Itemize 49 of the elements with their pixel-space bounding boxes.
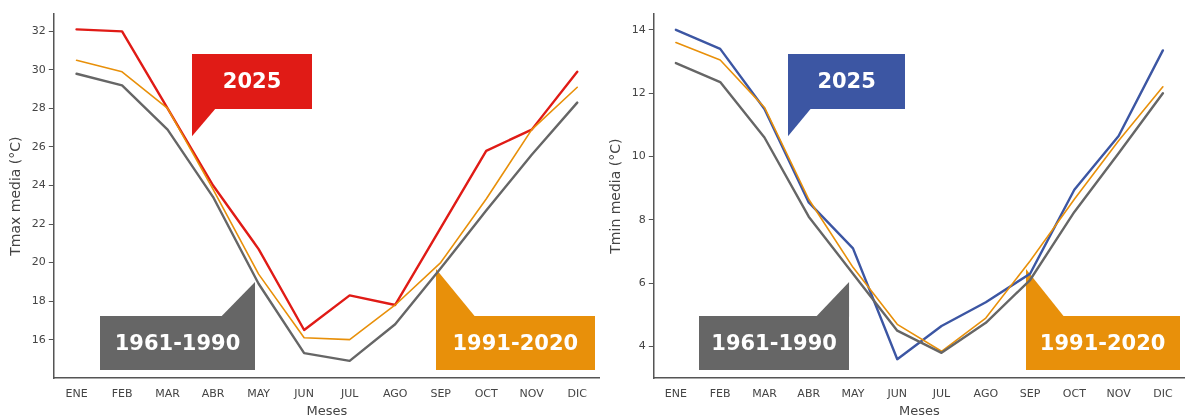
y-tick-label: 16 [31,332,46,346]
y-tick-label: 18 [31,293,46,307]
x-tick-label: SEP [430,386,452,400]
x-tick-label: OCT [474,386,499,400]
y-tick-label: 8 [638,212,646,226]
y-tick-label: 30 [31,62,46,76]
x-tick-label: DIC [567,386,588,400]
y-tick-label: 22 [31,216,46,230]
x-tick-label: ABR [797,386,821,400]
y-tick-label: 10 [631,149,646,163]
x-tick-label: FEB [111,386,133,400]
x-tick-label: OCT [1062,386,1087,400]
y-tick-label: 12 [631,86,646,100]
x-axis-title: Meses [899,402,940,418]
y-tick-label: 14 [631,22,646,36]
x-tick-label: MAR [155,386,181,400]
x-tick-label: AGO [973,386,999,400]
x-tick-label: JUL [931,386,952,400]
y-tick-label: 32 [31,24,46,38]
x-axis-title: Meses [306,402,348,418]
legend-label: 1961-1990 [711,331,837,356]
x-tick-label: NOV [1106,386,1132,400]
x-tick-label: ENE [65,386,88,400]
y-axis-title: Tmax media (°C) [7,136,24,257]
x-tick-label: MAY [247,386,271,400]
y-axis-title: Tmin media (°C) [607,138,624,255]
x-tick-label: JUL [339,386,360,400]
x-tick-label: JUN [886,386,908,400]
legend-label: 1991-2020 [1039,331,1166,356]
y-tick-label: 20 [31,255,46,269]
legend-label: 1991-2020 [452,331,579,356]
y-tick-label: 4 [638,339,646,353]
x-tick-label: MAY [841,386,865,400]
y-tick-label: 24 [31,178,46,192]
x-tick-label: AGO [382,386,408,400]
x-tick-label: SEP [1019,386,1041,400]
x-tick-label: JUN [293,386,314,400]
text: 2025 [222,69,282,94]
x-tick-label: ENE [664,386,688,400]
y-tick-label: 26 [31,139,46,153]
x-tick-label: FEB [709,386,731,400]
x-tick-label: DIC [1153,386,1173,400]
y-tick-label: 28 [31,101,46,115]
legend-label: 1961-1990 [114,331,241,356]
text: 2025 [817,69,876,94]
y-tick-label: 6 [638,276,646,290]
x-tick-label: NOV [519,386,545,400]
x-tick-label: MAR [752,386,778,400]
x-tick-label: ABR [201,386,225,400]
